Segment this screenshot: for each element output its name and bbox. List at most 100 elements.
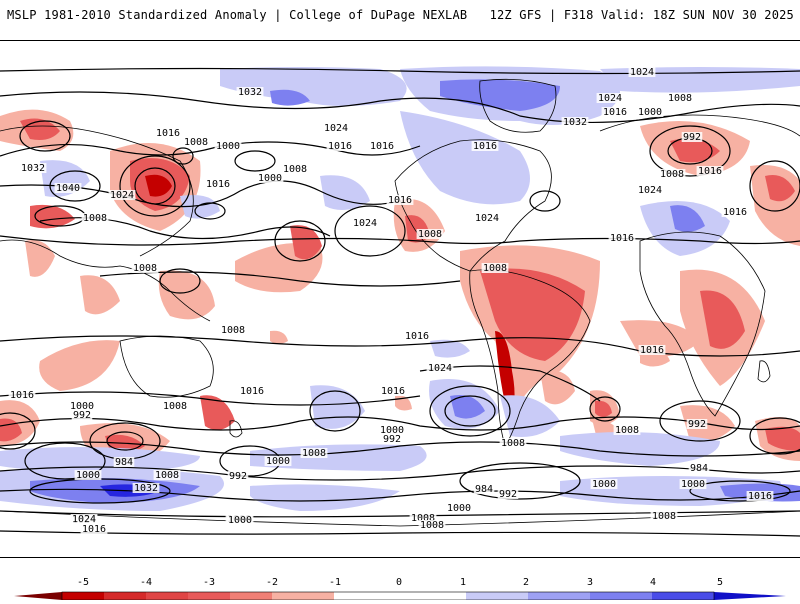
map-title: MSLP 1981-2010 Standardized Anomaly | Co… xyxy=(7,8,468,22)
isobar-label: 1016 xyxy=(405,331,429,342)
isobar-label-bg xyxy=(108,190,136,200)
isobar-label-bg xyxy=(153,470,181,480)
isobar-label: 1008 xyxy=(83,213,107,224)
isobar-label-bg xyxy=(131,263,159,273)
isobar-label-bg xyxy=(70,514,98,524)
isobar-label: 1008 xyxy=(483,263,507,274)
isobar-label-bg xyxy=(403,331,431,341)
isobar xyxy=(334,205,406,257)
isobar xyxy=(0,465,800,481)
colorbar-segment xyxy=(528,592,590,600)
isobar-label: 1032 xyxy=(21,163,45,174)
isobar-label-bg xyxy=(481,263,509,273)
isobar-label-bg xyxy=(8,390,36,400)
isobar-label: 1008 xyxy=(411,513,435,524)
isobar xyxy=(749,417,800,455)
isobar xyxy=(0,335,800,357)
isobar-label-bg xyxy=(81,213,109,223)
isobar xyxy=(459,462,581,500)
neg-anomaly-area xyxy=(25,240,55,277)
neg-anomaly-area xyxy=(595,400,612,417)
coastline-new-zealand xyxy=(229,420,243,438)
isobar xyxy=(0,67,800,75)
isobar-label: 1016 xyxy=(610,233,634,244)
isobar-label: 1008 xyxy=(221,325,245,336)
neg-anomaly-area xyxy=(200,395,235,430)
isobar-label-bg xyxy=(256,173,284,183)
isobar-label: 1000 xyxy=(70,401,94,412)
colorbar-tick-label: 1 xyxy=(460,577,466,588)
isobar-label-bg xyxy=(445,503,473,513)
isobar-label-bg xyxy=(351,218,379,228)
isobar xyxy=(119,155,191,217)
isobar-label-bg xyxy=(590,479,618,489)
isobar-label: 1008 xyxy=(163,401,187,412)
isobar-label-bg xyxy=(19,163,47,173)
isobar-label-bg xyxy=(601,107,629,117)
isobar-label-bg xyxy=(721,207,749,217)
isobar-label: 1016 xyxy=(82,524,106,535)
header-bar: MSLP 1981-2010 Standardized Anomaly | Co… xyxy=(0,0,800,40)
isobar-label-bg xyxy=(227,471,249,481)
pos-anomaly-area xyxy=(180,195,220,219)
isobar-label: 984 xyxy=(115,457,133,468)
pos-anomaly-area xyxy=(560,432,720,466)
isobar-label: 1008 xyxy=(418,229,442,240)
isobar-label: 1016 xyxy=(156,128,180,139)
isobar-label: 992 xyxy=(688,419,706,430)
colorbar-tick-labels: -5 -4 -3 -2 -1 0 1 2 3 4 5 xyxy=(77,577,723,588)
isobar-label: 1024 xyxy=(353,218,377,229)
map-panel: 1024 1032 1016 1008 1000 1032 1040 1024 1016 1008… xyxy=(0,40,800,558)
isobar xyxy=(134,167,176,205)
isobar-label-bg xyxy=(368,141,396,151)
valid-time: 12Z GFS | F318 Valid: 18Z SUN NOV 30 202… xyxy=(489,8,794,22)
colorbar-segment xyxy=(652,592,714,600)
neg-anomaly-area xyxy=(290,225,322,260)
neg-anomaly-area xyxy=(80,275,120,315)
isobar-label: 1000 xyxy=(266,456,290,467)
isobar-label: 1000 xyxy=(447,503,471,514)
isobar-label: 1000 xyxy=(216,141,240,152)
isobar xyxy=(106,431,144,451)
colorbar: -5 -4 -3 -2 -1 0 1 2 3 4 5 xyxy=(0,570,800,601)
isobar-label: 1032 xyxy=(563,117,587,128)
pos-anomaly-area xyxy=(450,395,485,419)
isobar xyxy=(159,268,201,294)
isobar-label-bg xyxy=(238,386,266,396)
isobar-label-bg xyxy=(658,169,686,179)
isobar-label-bg xyxy=(281,164,309,174)
isobar-label: 1016 xyxy=(473,141,497,152)
isobar-label: 1000 xyxy=(258,173,282,184)
isobar-label-bg xyxy=(746,491,774,501)
isobar-label-bg xyxy=(679,479,707,489)
isobar-label: 1016 xyxy=(328,141,352,152)
isobar-label-bg xyxy=(499,438,527,448)
pos-anomaly-area xyxy=(670,205,705,232)
colorbar-segment xyxy=(590,592,652,600)
isobar xyxy=(172,147,194,165)
isobar-label: 1000 xyxy=(228,515,252,526)
colorbar-segment xyxy=(146,592,188,600)
colorbar-segment xyxy=(272,592,334,600)
neg-anomaly-area xyxy=(0,418,22,442)
isobar xyxy=(274,220,326,262)
isobar-label-bg xyxy=(418,520,446,530)
coastline-greenland xyxy=(479,78,557,133)
isobar-label-bg xyxy=(561,117,589,127)
isobar-label-bg xyxy=(219,325,247,335)
isobar-label: 984 xyxy=(475,484,493,495)
isobar-label-bg xyxy=(154,128,182,138)
isobar-label: 1000 xyxy=(380,425,404,436)
isobar-label: 1016 xyxy=(206,179,230,190)
isobar-label-bg xyxy=(608,233,636,243)
isobar-label-bg xyxy=(681,132,703,142)
isobar-label-bg xyxy=(613,425,641,435)
isobar-label: 1000 xyxy=(638,107,662,118)
isobar-label: 1000 xyxy=(681,479,705,490)
isobar-label-bg xyxy=(322,123,350,133)
isobar-label-bg xyxy=(80,524,108,534)
isobar-label: 1016 xyxy=(10,390,34,401)
colorbar-graphic: -5 -4 -3 -2 -1 0 1 2 3 4 5 xyxy=(14,577,786,601)
isobar-label-bg xyxy=(638,345,666,355)
isobar xyxy=(19,120,71,152)
